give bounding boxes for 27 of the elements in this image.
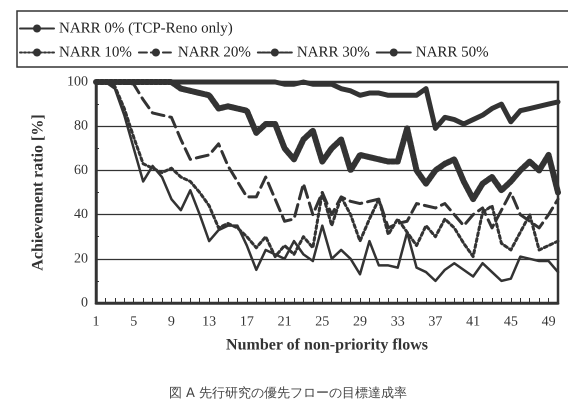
y-tick-label: 20 — [74, 251, 88, 266]
y-axis-title: Achievement ratio [%] — [30, 114, 46, 271]
x-tick-label: 29 — [353, 314, 367, 330]
x-axis-title: Number of non-priority flows — [226, 336, 428, 354]
y-tick-label: 100 — [67, 74, 88, 90]
x-tick-label: 37 — [428, 314, 442, 330]
y-tick-label: 40 — [74, 207, 88, 222]
x-tick-label: 9 — [168, 314, 175, 330]
y-tick-label: 80 — [74, 118, 88, 134]
x-tick-label: 45 — [504, 314, 518, 330]
text: 図 A 先行研究の優先フローの目標達成率 — [168, 385, 408, 401]
y-tick-label: 60 — [74, 162, 88, 178]
legend-label: NARR 0% (TCP-Reno only) — [59, 20, 233, 36]
x-tick-label: 49 — [542, 314, 556, 330]
y-tick-label: 0 — [81, 296, 88, 310]
x-tick-label: 1 — [92, 314, 100, 330]
legend-label: NARR 30% — [296, 44, 370, 60]
legend-label: NARR 50% — [416, 44, 489, 60]
x-tick-label: 21 — [278, 314, 292, 330]
x-tick-label: 41 — [466, 314, 480, 330]
x-tick-label: 25 — [315, 314, 330, 330]
x-tick-label: 5 — [130, 314, 138, 330]
x-tick-label: 13 — [202, 314, 216, 330]
legend-label: NARR 10% — [59, 44, 132, 60]
legend-label: NARR 20% — [178, 44, 251, 60]
x-tick-label: 17 — [240, 314, 254, 330]
x-tick-label: 33 — [390, 314, 405, 330]
